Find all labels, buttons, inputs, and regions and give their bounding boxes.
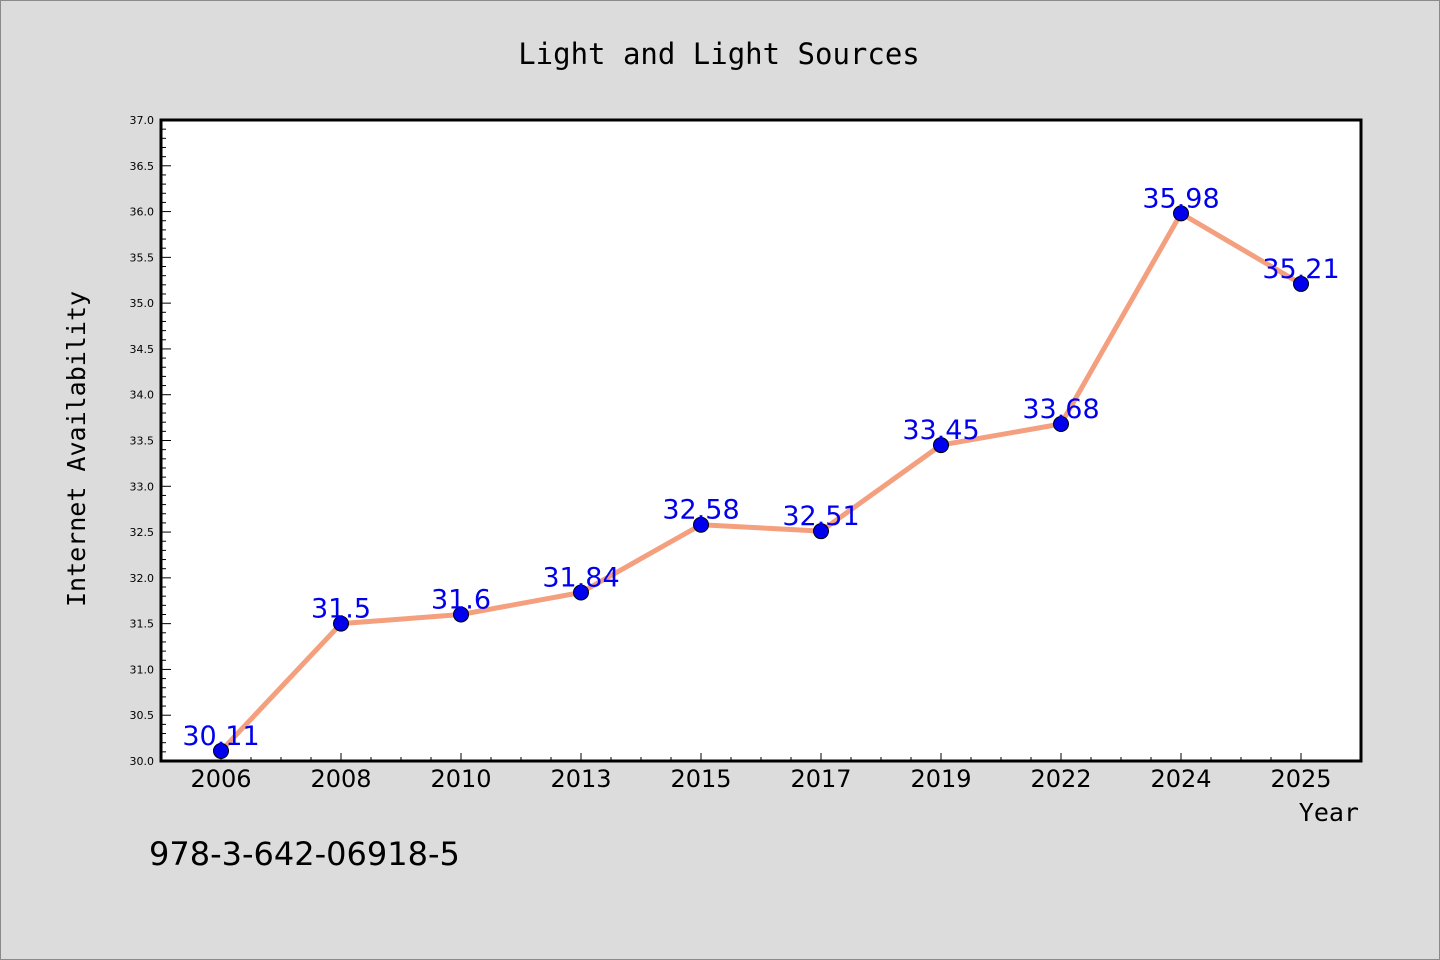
data-label: 32.51: [782, 501, 859, 532]
y-tick-label: 32.0: [130, 572, 155, 585]
data-label: 31.5: [311, 594, 371, 625]
y-tick-label: 32.5: [130, 526, 155, 539]
y-tick-label: 34.5: [130, 343, 155, 356]
x-tick-label: 2024: [1150, 765, 1211, 793]
data-point: [693, 516, 709, 533]
y-tick-label: 35.0: [130, 297, 155, 310]
x-axis-label: Year: [1299, 798, 1359, 827]
x-tick-label: 2022: [1030, 765, 1091, 793]
y-tick-label: 36.0: [130, 206, 155, 219]
x-tick-label: 2019: [910, 765, 971, 793]
data-labels: 30.11 31.5 31.6 31.84 32.58 32.51 33.45 33.68 35…: [182, 183, 1339, 752]
y-tick-label: 30.5: [130, 709, 155, 722]
series-line: [219, 210, 1303, 753]
x-tick-label: 2006: [190, 765, 251, 793]
data-label: 31.84: [542, 563, 619, 594]
x-tick-label: 2010: [430, 765, 491, 793]
data-point: [213, 742, 229, 759]
y-tick-label: 34.0: [130, 389, 155, 402]
y-tick-label: 31.5: [130, 618, 155, 631]
y-tick-label: 33.0: [130, 480, 155, 493]
data-point: [933, 437, 949, 454]
data-point: [1293, 275, 1309, 292]
x-axis-ticks: 2006 2008 2010 2013 2015 2017 2019 2022 2024 2025: [190, 753, 1332, 793]
series-markers: [213, 205, 1309, 759]
data-point: [573, 584, 589, 601]
data-point: [1173, 205, 1189, 222]
y-tick-label: 35.5: [130, 251, 155, 264]
data-label: 33.68: [1022, 394, 1099, 425]
data-label: 31.6: [431, 584, 491, 615]
chart-title: Light and Light Sources: [518, 37, 920, 71]
y-tick-label: 36.5: [130, 160, 155, 173]
data-label: 35.21: [1262, 254, 1339, 285]
y-tick-label: 33.5: [130, 435, 155, 448]
y-tick-label: 37.0: [130, 114, 155, 127]
x-tick-label: 2017: [790, 765, 851, 793]
data-point: [453, 606, 469, 623]
data-point: [1053, 416, 1069, 433]
data-label: 35.98: [1142, 183, 1219, 214]
y-axis-label: Internet Availability: [62, 291, 91, 607]
isbn-footer: 978-3-642-06918-5: [149, 835, 460, 873]
data-label: 32.58: [662, 495, 739, 526]
x-tick-label: 2013: [550, 765, 611, 793]
plot-area: [159, 118, 1363, 763]
x-tick-label: 2025: [1270, 765, 1331, 793]
y-tick-label: 30.0: [130, 755, 155, 768]
data-label: 30.11: [182, 721, 259, 752]
x-tick-label: 2015: [670, 765, 731, 793]
y-tick-label: 31.0: [130, 663, 155, 676]
y-axis-ticks: 30.0 30.5 31.0 31.5 32.0 32.5 33.0 33.5 34.0 34.5…: [130, 114, 171, 768]
data-point: [813, 523, 829, 540]
data-label: 33.45: [902, 415, 979, 446]
x-tick-label: 2008: [310, 765, 371, 793]
data-point: [333, 615, 349, 632]
